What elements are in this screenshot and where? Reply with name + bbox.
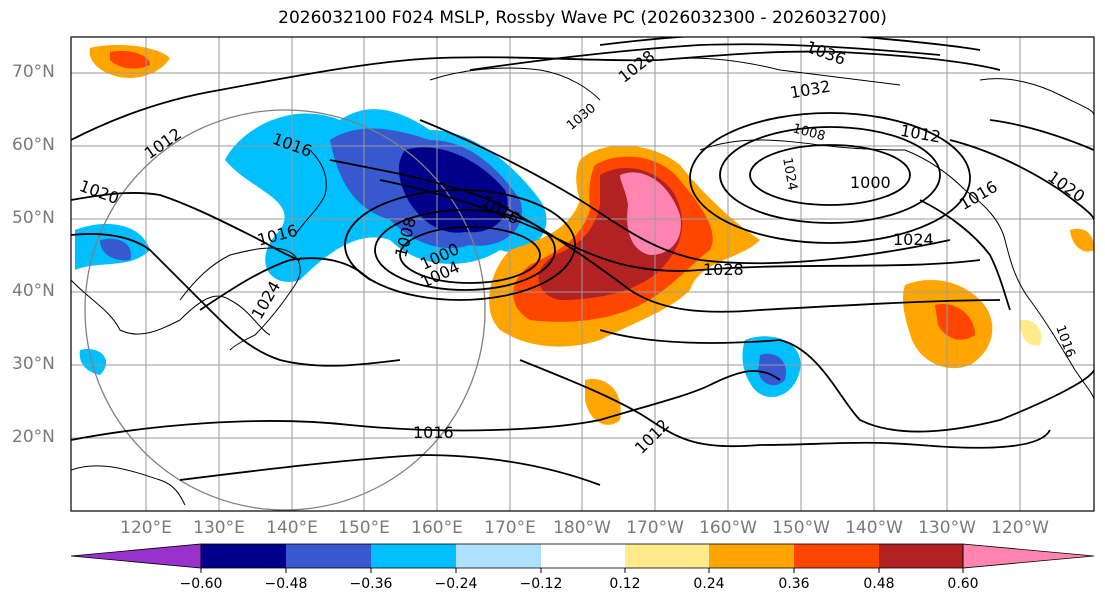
lon-label: 140°W [845,518,903,538]
isobar-label: 1024 [893,230,934,249]
colorbar-tick-label: 0.12 [609,576,641,592]
lat-label: 40°N [12,281,55,301]
colorbar-tick-label: 0.60 [947,576,979,592]
colorbar-frame [200,543,964,569]
lat-label: 20°N [12,427,55,447]
colorbar-tick-label: −0.36 [349,576,393,592]
lat-label: 60°N [12,135,55,155]
colorbar-extend-right [962,543,1095,569]
lon-label: 120°E [120,518,172,538]
colorbar-segment [371,544,456,568]
lon-label: 140°E [266,518,318,538]
colorbar-segment [794,544,879,568]
positive-anomaly-central-pacific [89,45,1094,425]
colorbar-tick-label: −0.24 [434,576,478,592]
lon-label: 170°E [484,518,536,538]
lon-label: 170°W [626,518,684,538]
reference-circle [84,109,486,511]
lat-label: 30°N [12,354,55,374]
lat-label: 50°N [12,208,55,228]
colorbar [70,543,1095,573]
lon-label: 150°E [338,518,390,538]
plot-frame [70,36,1095,512]
mslp-isobars [71,37,1094,486]
colorbar-segment [286,544,371,568]
colorbar-segment [709,544,794,568]
lon-label: 180°W [553,518,611,538]
lon-label: 130°E [193,518,245,538]
lon-label: 150°W [772,518,830,538]
colorbar-tick-label: −0.48 [264,576,308,592]
isobar-label: 1000 [850,173,891,192]
colorbar-tick-label: 0.24 [693,576,725,592]
colorbar-tick-label: 0.36 [778,576,810,592]
lon-label: 120°W [991,518,1049,538]
colorbar-segment [201,544,286,568]
colorbar-segment [879,544,963,568]
lon-label: 160°W [699,518,757,538]
lat-label: 70°N [12,62,55,82]
colorbar-extend-left [70,543,202,569]
map-title: 2026032100 F024 MSLP, Rossby Wave PC (20… [278,8,887,28]
colorbar-segment [456,544,541,568]
isobar-label: 1028 [703,260,744,279]
lon-label: 130°W [918,518,976,538]
isobar-label: 1024 [779,157,800,192]
colorbar-tick-label: −0.12 [519,576,563,592]
lon-label: 160°E [411,518,463,538]
colorbar-segment [625,544,709,568]
isobar-label: 1016 [413,423,454,442]
colorbar-tick-label: 0.48 [863,576,895,592]
colorbar-tick-label: −0.60 [179,576,223,592]
colorbar-segment [541,544,625,568]
negative-anomaly-west-pacific [75,109,801,398]
